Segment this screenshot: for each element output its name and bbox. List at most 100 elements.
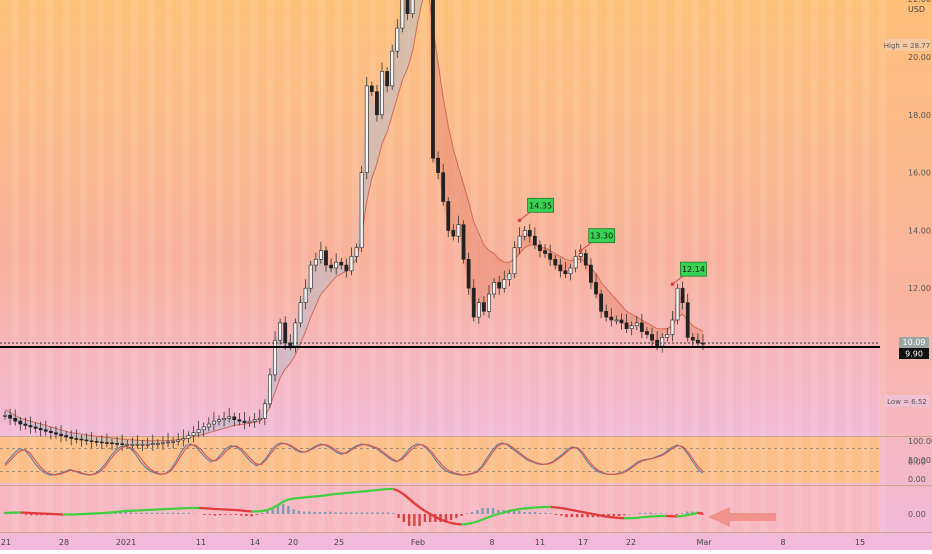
candle-body[interactable] [202, 427, 205, 430]
candle-body[interactable] [538, 245, 541, 251]
candle-body[interactable] [630, 326, 633, 329]
candle-body[interactable] [156, 443, 159, 444]
candle-body[interactable] [136, 444, 139, 445]
candle-body[interactable] [212, 421, 215, 424]
candle-body[interactable] [75, 438, 78, 439]
candle-body[interactable] [54, 433, 57, 434]
candle-body[interactable] [19, 421, 22, 424]
candle-body[interactable] [635, 323, 638, 326]
candle-body[interactable] [243, 421, 246, 422]
candle-body[interactable] [523, 230, 526, 236]
candle-body[interactable] [44, 430, 47, 431]
candle-body[interactable] [151, 444, 154, 445]
candle-body[interactable] [503, 280, 506, 289]
candle-body[interactable] [3, 415, 6, 416]
candle-body[interactable] [70, 437, 73, 438]
candle-body[interactable] [671, 320, 674, 334]
candle-body[interactable] [564, 271, 567, 274]
candle-body[interactable] [620, 320, 623, 323]
candle-body[interactable] [360, 173, 363, 248]
candle-body[interactable] [258, 418, 261, 419]
candle-body[interactable] [39, 428, 42, 429]
candle-body[interactable] [289, 343, 292, 346]
candle-body[interactable] [610, 317, 613, 320]
candle-body[interactable] [472, 288, 475, 317]
candle-body[interactable] [574, 256, 577, 268]
candle-body[interactable] [324, 251, 327, 265]
candle-body[interactable] [370, 86, 373, 92]
candle-body[interactable] [24, 424, 27, 425]
candle-body[interactable] [182, 438, 185, 439]
candle-body[interactable] [100, 442, 103, 443]
candle-body[interactable] [49, 431, 52, 432]
candle-body[interactable] [386, 71, 389, 85]
candle-body[interactable] [177, 440, 180, 441]
candle-body[interactable] [661, 337, 664, 346]
candle-body[interactable] [686, 303, 689, 338]
candle-body[interactable] [192, 433, 195, 436]
candle-body[interactable] [691, 337, 694, 340]
candle-body[interactable] [233, 417, 236, 420]
candle-body[interactable] [34, 427, 37, 428]
candle-body[interactable] [625, 323, 628, 329]
candle-body[interactable] [238, 420, 241, 421]
candle-body[interactable] [279, 323, 282, 340]
candle-body[interactable] [559, 265, 562, 271]
candle-body[interactable] [498, 282, 501, 288]
candle-body[interactable] [365, 86, 368, 173]
candle-body[interactable] [340, 262, 343, 265]
candle-body[interactable] [436, 158, 439, 172]
candle-body[interactable] [554, 259, 557, 265]
candle-body[interactable] [487, 294, 490, 311]
candle-body[interactable] [335, 262, 338, 268]
candle-body[interactable] [508, 274, 511, 280]
candle-body[interactable] [110, 443, 113, 444]
candle-body[interactable] [319, 251, 322, 260]
candle-body[interactable] [126, 444, 129, 445]
candle-body[interactable] [493, 282, 496, 294]
candle-body[interactable] [350, 256, 353, 270]
candle-body[interactable] [640, 323, 643, 332]
candle-body[interactable] [166, 442, 169, 443]
candle-body[interactable] [396, 28, 399, 51]
candle-body[interactable] [217, 420, 220, 421]
candle-body[interactable] [584, 254, 587, 266]
candle-body[interactable] [273, 340, 276, 375]
candle-body[interactable] [90, 441, 93, 442]
candle-body[interactable] [594, 282, 597, 294]
candle-body[interactable] [228, 417, 231, 418]
candle-body[interactable] [161, 443, 164, 444]
candle-body[interactable] [411, 0, 414, 14]
candle-body[interactable] [569, 268, 572, 274]
candle-body[interactable] [482, 303, 485, 312]
candle-body[interactable] [406, 0, 409, 14]
candle-body[interactable] [589, 265, 592, 282]
candle-body[interactable] [299, 303, 302, 323]
candle-body[interactable] [8, 415, 11, 418]
candle-body[interactable] [528, 230, 531, 236]
candle-body[interactable] [141, 444, 144, 445]
candle-body[interactable] [467, 259, 470, 288]
candle-body[interactable] [533, 236, 536, 245]
candle-body[interactable] [105, 443, 108, 444]
candle-body[interactable] [304, 288, 307, 302]
candle-body[interactable] [146, 444, 149, 445]
candle-body[interactable] [131, 444, 134, 445]
candle-body[interactable] [549, 254, 552, 260]
candle-body[interactable] [650, 334, 653, 340]
candle-body[interactable] [380, 71, 383, 114]
candle-body[interactable] [85, 440, 88, 441]
candle-body[interactable] [309, 265, 312, 288]
candle-body[interactable] [284, 323, 287, 343]
candle-body[interactable] [197, 430, 200, 433]
candle-body[interactable] [615, 320, 618, 321]
candle-body[interactable] [207, 424, 210, 427]
candle-body[interactable] [676, 288, 679, 320]
candle-body[interactable] [14, 418, 17, 421]
candle-body[interactable] [645, 332, 648, 335]
candle-body[interactable] [29, 425, 32, 426]
candle-body[interactable] [457, 225, 460, 237]
candle-body[interactable] [605, 311, 608, 317]
candle-body[interactable] [268, 375, 271, 404]
candle-body[interactable] [447, 202, 450, 231]
